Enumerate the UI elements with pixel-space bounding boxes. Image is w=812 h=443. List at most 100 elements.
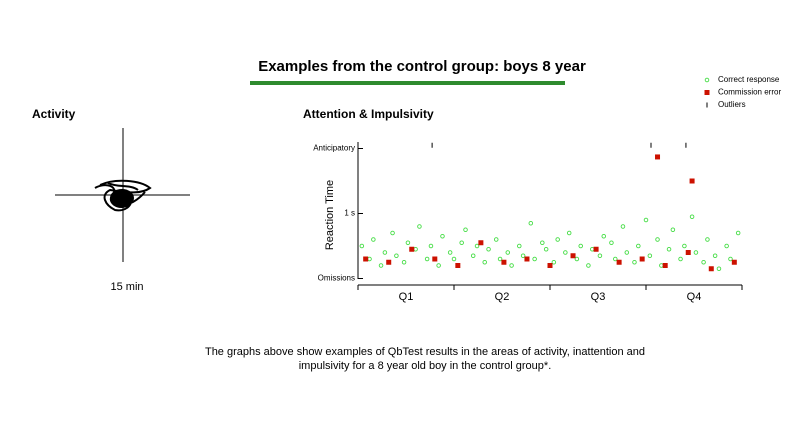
- point: [716, 266, 722, 272]
- point: [432, 256, 438, 262]
- point: [524, 256, 530, 262]
- point: [424, 256, 430, 262]
- point: [551, 260, 557, 265]
- point: [624, 250, 630, 255]
- point: [486, 246, 491, 252]
- point: [685, 250, 691, 255]
- point: [455, 263, 461, 268]
- point: [705, 237, 710, 242]
- point: [593, 246, 599, 252]
- point: [517, 243, 522, 249]
- point: [528, 220, 534, 226]
- point: [543, 246, 549, 252]
- point: [409, 246, 415, 252]
- y-tick-label: 1 s: [344, 209, 355, 218]
- point: [601, 233, 607, 239]
- point: [682, 243, 687, 249]
- legend-label: Outliers: [718, 100, 746, 109]
- point: [509, 263, 514, 268]
- point: [728, 256, 733, 262]
- point: [436, 263, 441, 268]
- point: [378, 263, 384, 268]
- activity-duration: 15 min: [110, 281, 143, 293]
- x-category-label: Q1: [399, 291, 414, 303]
- point: [597, 253, 603, 258]
- y-axis-label: Reaction Time: [324, 180, 336, 250]
- point: [570, 253, 576, 259]
- point: [417, 224, 422, 229]
- point: [566, 230, 572, 236]
- point: [647, 253, 653, 258]
- point: [555, 237, 560, 242]
- y-tick-label: Anticipatory: [313, 144, 355, 153]
- point: [589, 246, 595, 252]
- point: [689, 178, 695, 184]
- legend-label: Commission error: [718, 88, 781, 97]
- point: [574, 256, 580, 262]
- legend-marker: [704, 77, 710, 83]
- point: [367, 256, 372, 262]
- point: [532, 256, 537, 262]
- point: [578, 243, 583, 249]
- point: [655, 154, 661, 160]
- legend-marker: [704, 90, 710, 95]
- point: [428, 243, 434, 249]
- point: [382, 250, 388, 255]
- point: [447, 250, 453, 255]
- point: [413, 246, 418, 252]
- point: [670, 227, 676, 232]
- point: [678, 256, 683, 262]
- footer-line: impulsivity for a 8 year old boy in the …: [299, 360, 552, 372]
- point: [474, 243, 480, 249]
- x-category-label: Q2: [495, 291, 510, 303]
- activity-blob: [110, 189, 134, 207]
- point: [693, 250, 699, 255]
- point: [501, 259, 507, 265]
- point: [459, 240, 464, 245]
- x-category-label: Q3: [591, 291, 606, 303]
- point: [708, 266, 714, 272]
- point: [659, 263, 664, 268]
- point: [478, 240, 484, 246]
- point: [655, 237, 660, 242]
- y-tick-label: Omissions: [318, 274, 355, 283]
- point: [620, 224, 626, 229]
- point: [613, 256, 618, 262]
- x-category-label: Q4: [687, 291, 702, 303]
- point: [609, 240, 614, 245]
- point: [451, 256, 457, 262]
- point: [505, 250, 511, 255]
- point: [386, 259, 392, 265]
- footer-line: The graphs above show examples of QbTest…: [205, 346, 645, 358]
- activity-title: Activity: [32, 107, 76, 121]
- point: [689, 214, 695, 219]
- point: [643, 217, 649, 223]
- point: [440, 233, 445, 239]
- point: [520, 253, 526, 258]
- chart-title: Attention & Impulsivity: [303, 107, 434, 121]
- point: [639, 256, 645, 262]
- point: [563, 250, 568, 255]
- point: [701, 260, 706, 265]
- point: [586, 263, 591, 268]
- point: [666, 246, 672, 252]
- point: [497, 256, 503, 262]
- legend-label: Correct response: [718, 75, 780, 84]
- point: [470, 253, 476, 258]
- point: [394, 253, 399, 258]
- point: [482, 260, 487, 265]
- point: [632, 260, 637, 265]
- point: [463, 227, 468, 232]
- point: [371, 237, 376, 242]
- point: [401, 260, 407, 265]
- point: [390, 230, 395, 236]
- point: [359, 243, 365, 249]
- point: [724, 243, 729, 249]
- point: [731, 259, 737, 265]
- point: [662, 263, 668, 268]
- point: [493, 237, 499, 242]
- point: [363, 256, 369, 262]
- point: [636, 243, 641, 249]
- point: [712, 253, 718, 258]
